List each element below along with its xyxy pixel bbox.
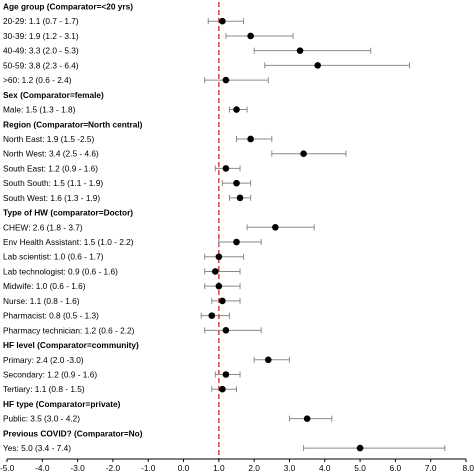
forest-row-marks [211, 297, 241, 305]
row-label: Nurse: 1.1 (0.8 - 1.6) [3, 296, 80, 306]
forest-row-marks [288, 415, 333, 422]
point-estimate [219, 385, 226, 393]
point-estimate [272, 224, 279, 231]
x-tick-label: -2.0 [106, 463, 121, 473]
forest-row-marks [204, 268, 241, 275]
x-tick-label: 8.0 [462, 463, 474, 473]
point-estimate [222, 76, 230, 84]
forest-row-marks [207, 17, 245, 25]
row-label: 50-59: 3.8 (2.3 - 6.4) [3, 60, 79, 70]
point-estimate [215, 282, 223, 290]
row-label: >60: 1.2 (0.6 - 2.4) [3, 75, 72, 85]
row-label: 40-49: 3.3 (2.0 - 5.3) [3, 46, 79, 56]
group-header: HF level (Comparator=community) [3, 340, 139, 350]
x-tick-label: 2.0 [248, 463, 260, 473]
x-tick-label: 3.0 [284, 463, 296, 473]
forest-row-marks [228, 194, 252, 202]
x-tick-label: 6.0 [390, 463, 402, 473]
forest-row-marks [236, 135, 273, 143]
row-labels: Age group (Comparator=<20 yrs) 20-29: 1.1… [3, 2, 143, 454]
point-estimate [247, 135, 254, 143]
x-tick-label: 7.0 [425, 463, 437, 473]
forest-row-marks [225, 32, 294, 40]
row-label: South East: 1.2 (0.9 - 1.6) [3, 163, 98, 173]
group-header: Sex (Comparator=female) [3, 90, 104, 100]
forest-row-marks [264, 62, 411, 69]
forest-row-marks [204, 253, 245, 261]
x-tick-label: 1.0 [213, 463, 225, 473]
row-label: Secondary: 1.2 (0.9 - 1.6) [3, 370, 97, 380]
x-axis: -5.0 -4.0 -3.0 -2.0 -1.0 0.0 1.0 2.0 3.0 4.0 5.0 6.… [0, 458, 474, 473]
forest-row-marks [200, 312, 230, 319]
forest-row-marks [221, 179, 252, 187]
group-header: Type of HW (comparator=Doctor) [3, 208, 133, 218]
forest-row-marks [204, 282, 241, 290]
forest-row-marks [204, 327, 262, 334]
row-label: Yes: 5.0 (3.4 - 7.4) [3, 443, 71, 453]
point-estimate [233, 179, 240, 187]
x-tick-label: -3.0 [70, 463, 85, 473]
point-estimate [219, 297, 226, 305]
row-label: Env Health Assistant: 1.5 (1.0 - 2.2) [3, 237, 134, 247]
forest-row-marks [214, 165, 241, 172]
row-label: Public: 3.5 (3.0 - 4.2) [3, 414, 80, 424]
plot-marks [200, 2, 446, 459]
x-tick-label: 4.0 [319, 463, 331, 473]
x-tick-label: -5.0 [0, 463, 15, 473]
row-label: South West: 1.6 (1.3 - 1.9) [3, 193, 100, 203]
group-header: HF type (Comparator=private) [3, 399, 121, 409]
forest-row-marks [204, 76, 269, 84]
group-header: Region (Comparator=North central) [3, 119, 143, 129]
point-estimate [356, 444, 364, 452]
row-label: South South: 1.5 (1.1 - 1.9) [3, 178, 103, 188]
x-tick-label: -1.0 [141, 463, 156, 473]
row-label: Lab scientist: 1.0 (0.6 - 1.7) [3, 252, 104, 262]
forest-row-marks [246, 224, 315, 231]
point-estimate [208, 312, 216, 319]
point-estimate [219, 17, 226, 25]
forest-row-marks [303, 444, 446, 452]
point-estimate [236, 194, 244, 202]
row-label: Midwife: 1.0 (0.6 - 1.6) [3, 281, 86, 291]
row-label: 20-29: 1.1 (0.7 - 1.7) [3, 16, 79, 26]
point-estimate [215, 253, 223, 261]
row-label: Primary: 2.4 (2.0 -3.0) [3, 355, 84, 365]
point-estimate [247, 32, 254, 40]
point-estimate [233, 106, 240, 113]
row-label: 30-39: 1.9 (1.2 - 3.1) [3, 31, 79, 41]
point-estimate [222, 371, 230, 378]
row-label: Pharmacy technician: 1.2 (0.6 - 2.2) [3, 325, 135, 335]
point-estimate [296, 47, 304, 54]
point-estimate [264, 356, 272, 364]
group-header: Previous COVID? (Comparator=No) [3, 428, 143, 438]
x-tick-label: 0.0 [178, 463, 190, 473]
forest-row-marks [253, 47, 372, 54]
point-estimate [300, 150, 307, 157]
row-label: North East: 1.9 (1.5 -2.5) [3, 134, 95, 144]
row-label: Male: 1.5 (1.3 - 1.8) [3, 105, 76, 115]
point-estimate [222, 165, 230, 172]
x-tick-label: -4.0 [35, 463, 50, 473]
forest-row-marks [228, 106, 248, 113]
row-label: Pharmacist: 0.8 (0.5 - 1.3) [3, 311, 99, 321]
forest-row-marks [214, 371, 241, 378]
forest-row-marks [211, 385, 237, 393]
row-label: Tertiary: 1.1 (0.8 - 1.5) [3, 384, 85, 394]
point-estimate [233, 238, 240, 246]
forest-row-marks [253, 356, 290, 364]
forest-row-marks [218, 238, 262, 246]
forest-row-marks [271, 150, 347, 157]
point-estimate [222, 327, 230, 334]
point-estimate [303, 415, 311, 422]
row-label: CHEW: 2.6 (1.8 - 3.7) [3, 222, 83, 232]
point-estimate [212, 268, 219, 275]
row-label: North West: 3.4 (2.5 - 4.6) [3, 149, 99, 159]
group-header: Age group (Comparator=<20 yrs) [3, 2, 133, 12]
x-tick-label: 5.0 [354, 463, 366, 473]
row-label: Lab technologist: 0.9 (0.6 - 1.6) [3, 266, 118, 276]
point-estimate [314, 62, 322, 69]
